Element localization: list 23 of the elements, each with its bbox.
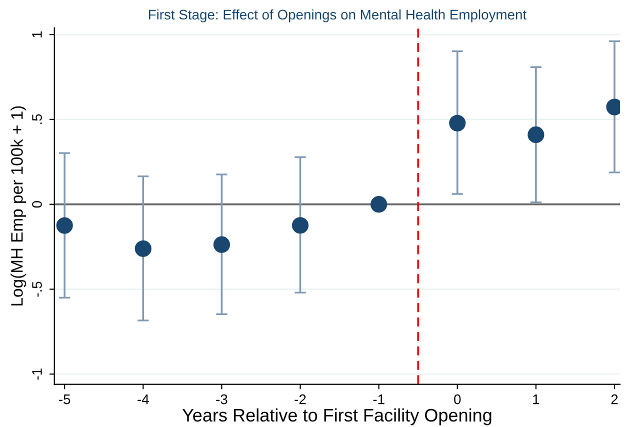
point <box>449 114 466 132</box>
y-tick-label: -1 <box>32 368 42 380</box>
x-tick-label: -3 <box>216 394 228 404</box>
point <box>56 217 73 234</box>
x-tick-label: -2 <box>294 394 306 404</box>
y-axis-title: Log(MH Emp per 100k + 1) <box>10 106 26 306</box>
y-tick-label: .5 <box>32 114 42 124</box>
chart-title: First Stage: Effect of Openings on Mental Health Employment <box>148 9 526 22</box>
y-tick-label: -.5 <box>32 282 42 297</box>
x-tick-label: -1 <box>373 394 384 404</box>
point <box>134 240 152 257</box>
x-axis-title: Years Relative to First Facility Opening <box>182 408 492 426</box>
x-tick-label: 2 <box>611 394 618 404</box>
x-tick-label: -5 <box>59 394 70 404</box>
point <box>292 217 309 234</box>
y-tick-label: 0 <box>32 201 42 208</box>
x-tick-label: -4 <box>138 394 149 404</box>
y-tick-label: 1 <box>32 31 42 38</box>
point <box>528 126 544 144</box>
x-tick-label: 1 <box>533 394 540 404</box>
point <box>213 236 230 253</box>
x-tick-label: 0 <box>454 394 461 404</box>
point <box>370 196 388 213</box>
